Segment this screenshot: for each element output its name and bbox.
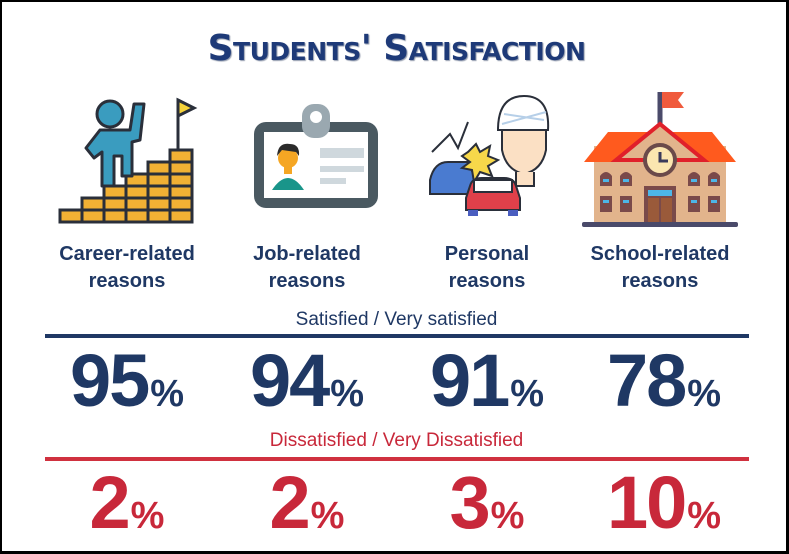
value-number: 94 [249,339,330,422]
value-number: 2 [269,461,311,544]
value-number: 2 [89,461,131,544]
category-label-line2: reasons [621,270,699,292]
percent-sign: % [310,495,345,537]
satisfied-value-career: 95% [37,338,217,423]
satisfied-value-school: 78% [574,338,754,423]
category-label-line2: reasons [448,270,526,292]
percent-sign: % [687,373,722,415]
dissatisfied-value-school: 10% [574,460,754,545]
career-stairs-icon [58,97,198,224]
satisfied-section-label: Satisfied / Very satisfied [295,309,498,330]
dissatisfied-value-personal: 3% [397,460,577,545]
percent-sign: % [330,373,365,415]
percent-sign: % [687,495,722,537]
category-label-line1: Personal [444,243,530,265]
category-label-line1: Career-related [59,243,195,265]
category-label-personal: Personal reasons [397,241,577,295]
school-building-icon [582,92,738,227]
category-label-line1: School-related [590,243,730,265]
percent-sign: % [490,495,525,537]
percent-sign: % [130,495,165,537]
category-label-line1: Job-related [253,243,361,265]
percent-sign: % [150,373,185,415]
satisfied-value-personal: 91% [397,338,577,423]
dissatisfied-divider [45,457,749,461]
satisfied-value-job: 94% [217,338,397,423]
value-number: 95 [69,339,150,422]
dissatisfied-value-job: 2% [217,460,397,545]
category-label-career: Career-related reasons [37,241,217,295]
category-label-line2: reasons [88,270,166,292]
category-label-line2: reasons [268,270,346,292]
value-number: 10 [606,461,687,544]
satisfied-divider [45,334,749,338]
value-number: 78 [606,339,687,422]
category-label-job: Job-related reasons [217,241,397,295]
page-title: Students' Satisfaction [207,28,586,69]
dissatisfied-value-career: 2% [37,460,217,545]
category-label-school: School-related reasons [570,241,750,295]
car-accident-icon [429,94,550,216]
id-badge-icon [254,104,378,208]
value-number: 91 [429,339,510,422]
dissatisfied-section-label: Dissatisfied / Very Dissatisfied [269,430,524,451]
value-number: 3 [449,461,491,544]
percent-sign: % [510,373,545,415]
